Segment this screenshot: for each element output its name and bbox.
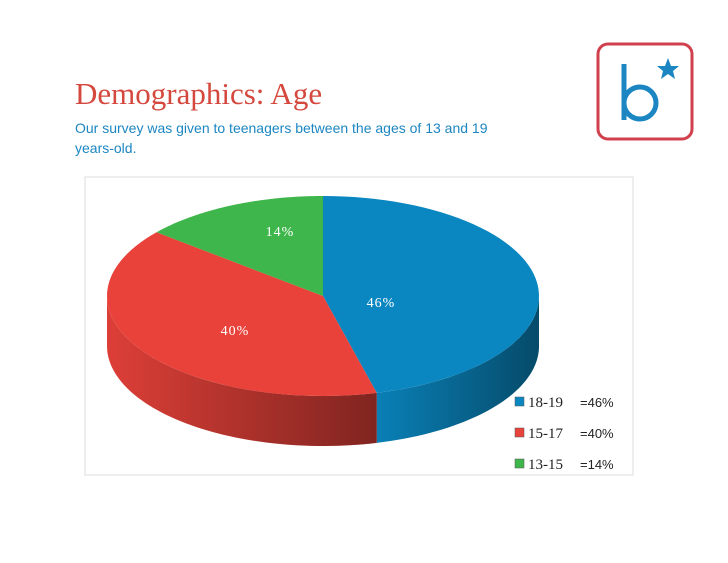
slice-label: 14% bbox=[266, 225, 295, 240]
logo bbox=[596, 42, 694, 141]
title: Demographics: Age bbox=[75, 76, 322, 111]
legend-value: =14% bbox=[580, 457, 614, 472]
slice-label: 46% bbox=[367, 296, 396, 311]
legend-swatch bbox=[514, 427, 525, 438]
subtitle: years-old. bbox=[75, 140, 136, 156]
slice-side-shade bbox=[376, 296, 539, 443]
legend-swatch bbox=[514, 396, 525, 407]
legend-swatch bbox=[514, 458, 525, 469]
legend-label: 15-17 bbox=[528, 426, 563, 442]
legend-label: 13-15 bbox=[528, 457, 563, 473]
legend-label: 18-19 bbox=[528, 395, 563, 411]
subtitle: Our survey was given to teenagers betwee… bbox=[75, 120, 488, 136]
slice bbox=[156, 196, 323, 296]
slice-label: 40% bbox=[221, 324, 250, 339]
slice bbox=[107, 232, 377, 396]
slice-side-shade bbox=[107, 296, 377, 446]
legend-value: =46% bbox=[580, 395, 614, 410]
slice bbox=[323, 196, 539, 393]
legend-value: =40% bbox=[580, 426, 614, 441]
